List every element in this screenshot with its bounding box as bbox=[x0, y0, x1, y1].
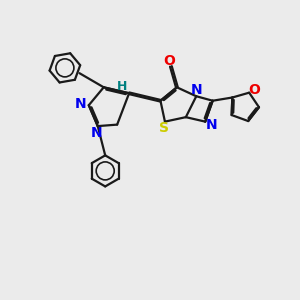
Text: N: N bbox=[75, 97, 86, 111]
Text: O: O bbox=[164, 54, 175, 68]
Text: N: N bbox=[191, 83, 203, 97]
Text: N: N bbox=[206, 118, 218, 132]
Text: O: O bbox=[249, 83, 260, 97]
Text: H: H bbox=[116, 80, 127, 93]
Text: N: N bbox=[90, 126, 102, 140]
Text: S: S bbox=[159, 121, 169, 135]
